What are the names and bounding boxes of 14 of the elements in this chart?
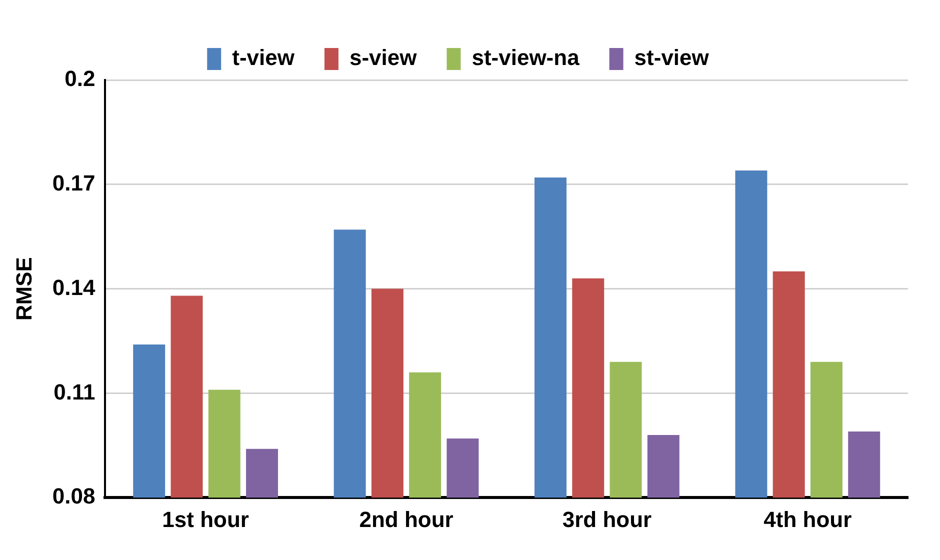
x-tick-label: 3rd hour (562, 506, 652, 532)
y-tick-label: 0.11 (54, 379, 96, 404)
y-tick-label: 0.14 (52, 274, 96, 300)
x-tick-label: 1st hour (162, 506, 250, 532)
y-tick-label: 0.17 (52, 170, 96, 196)
y-axis-title: RMSE (11, 257, 36, 321)
legend-label: st-view (634, 45, 710, 70)
legend-label: t-view (232, 45, 296, 70)
legend-label: s-view (349, 45, 418, 70)
y-tick-label: 0.08 (52, 484, 96, 509)
x-tick-label: 4th hour (764, 506, 852, 532)
legend-label: st-view-na (472, 45, 580, 70)
x-tick-label: 2nd hour (359, 506, 454, 532)
y-tick-label: 0.2 (64, 66, 96, 92)
